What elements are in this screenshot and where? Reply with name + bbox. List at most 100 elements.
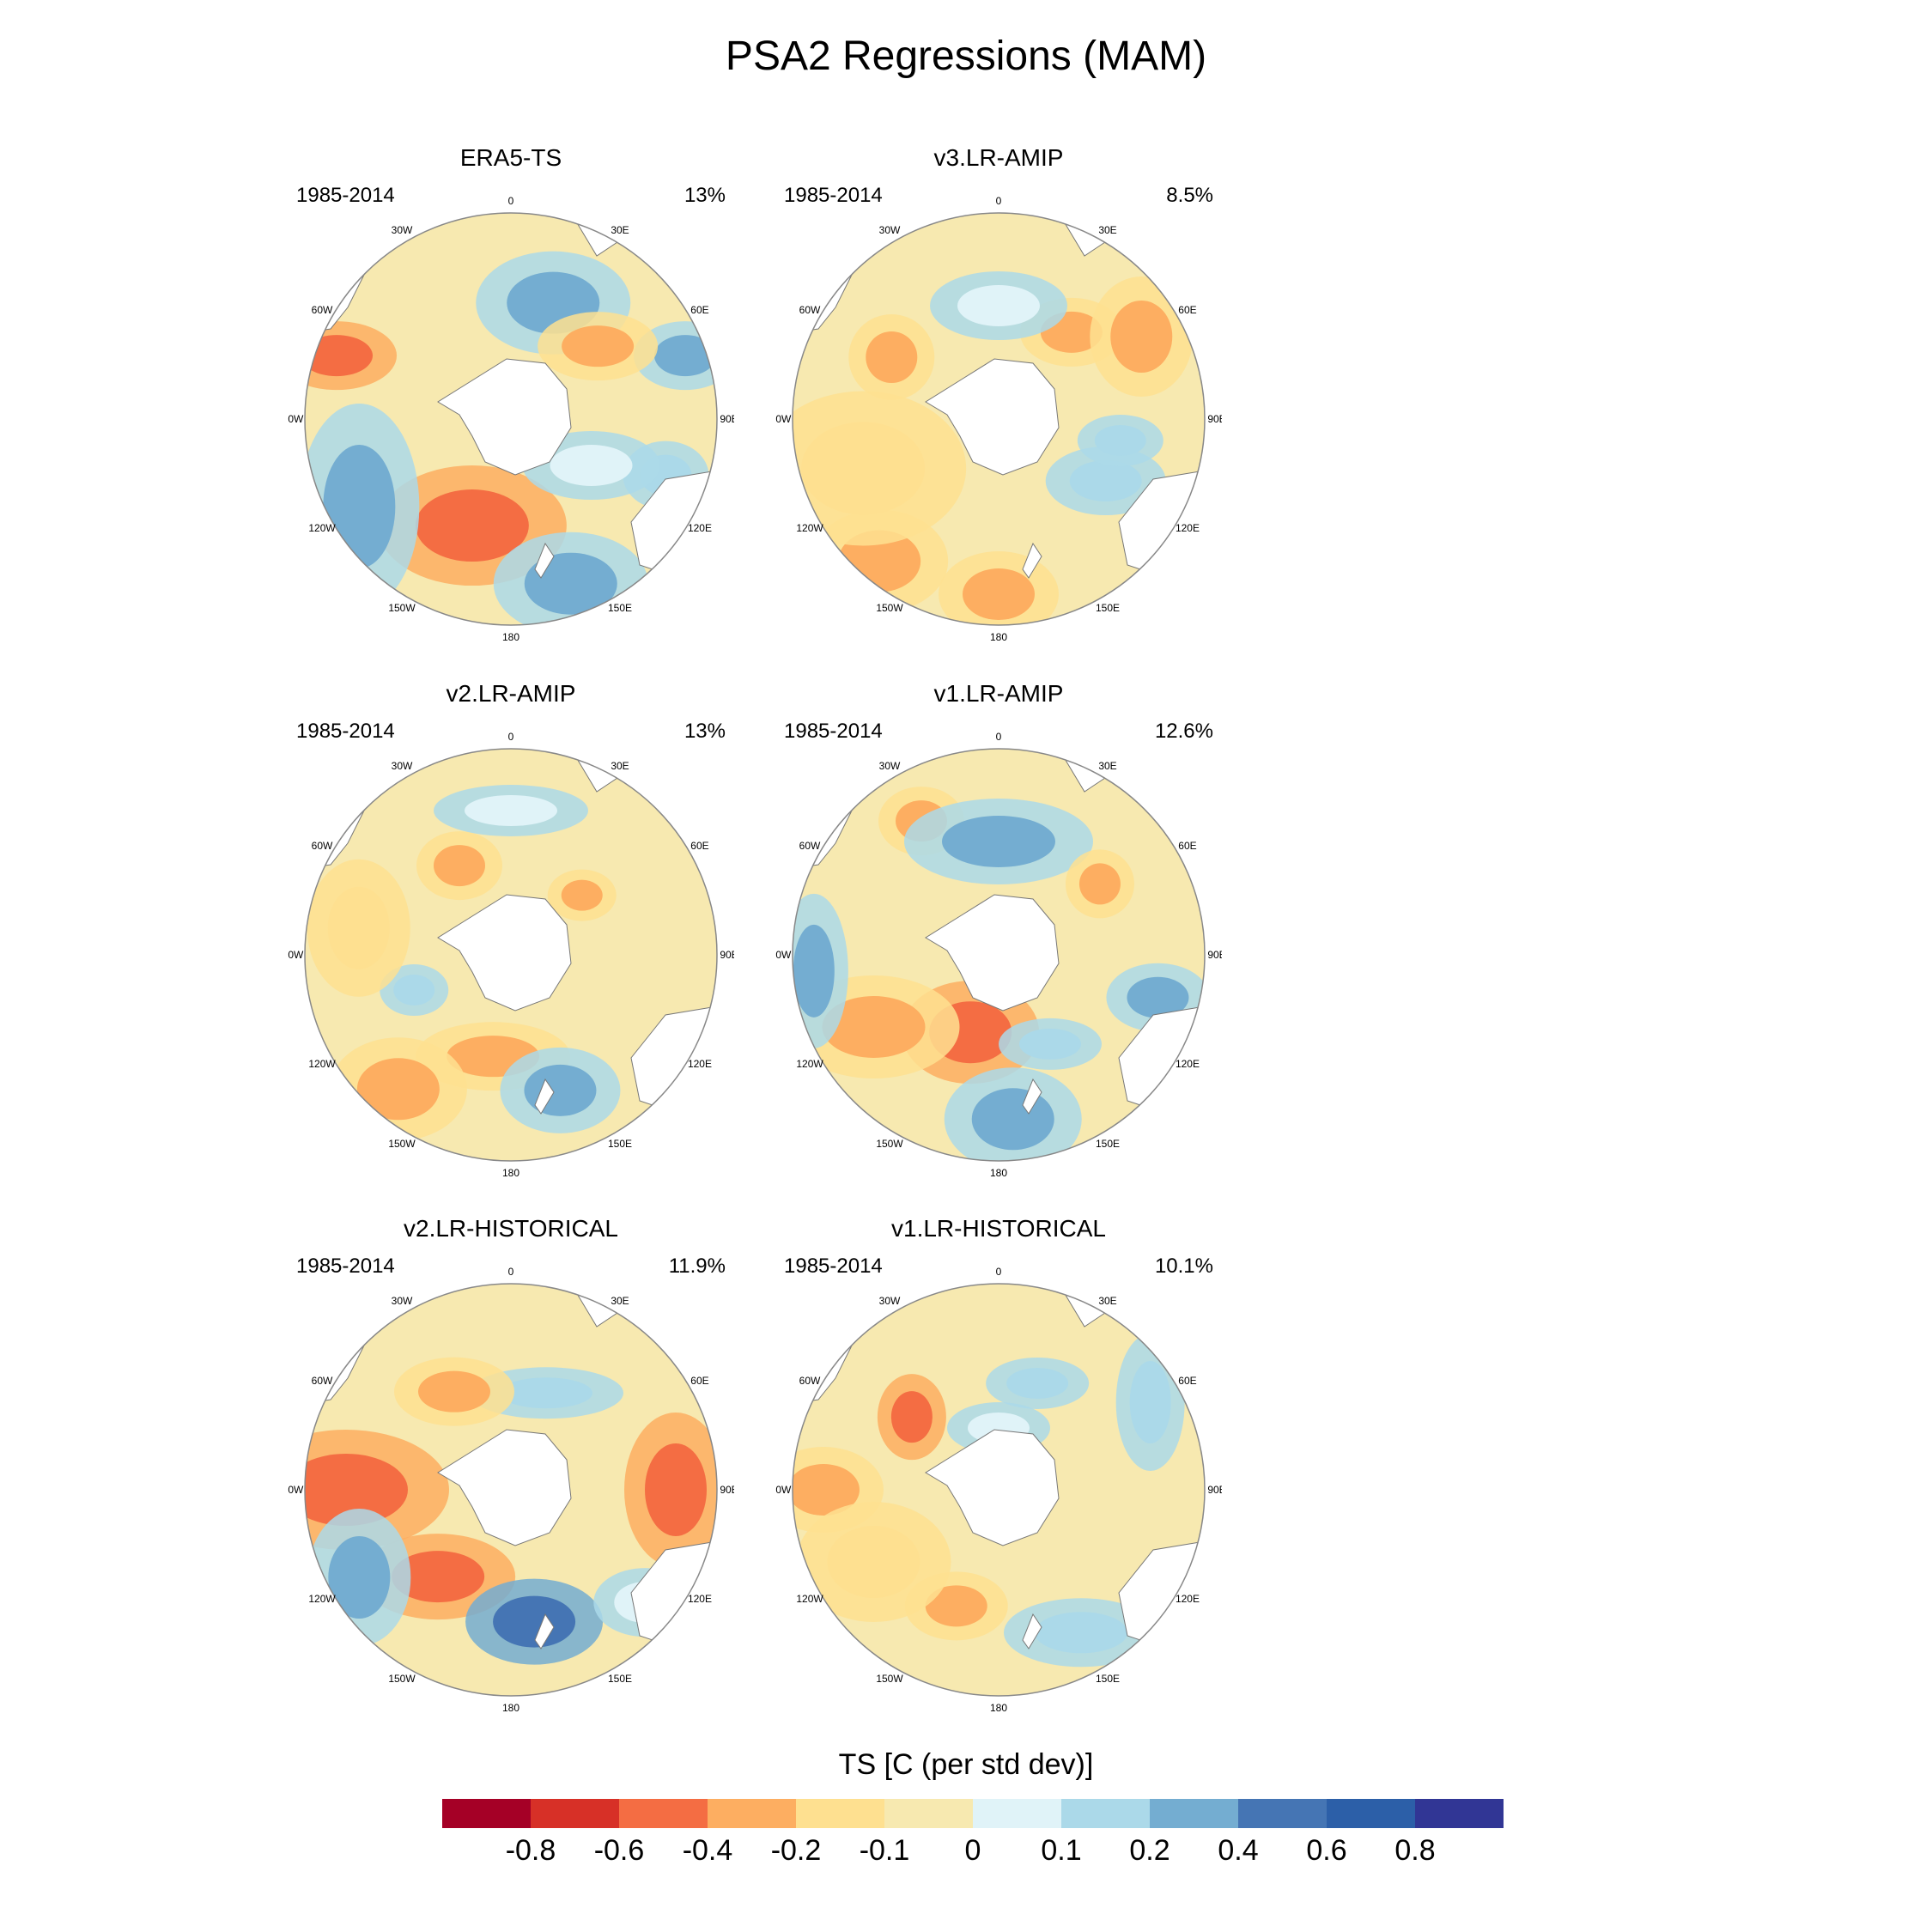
antarctica-land	[437, 1429, 572, 1546]
map-frame	[304, 1283, 718, 1697]
colorbar-swatch	[884, 1799, 973, 1828]
map-panel: v2.LR-HISTORICAL 1985-2014 11.9% 0 30E 60E 90E…	[288, 1215, 734, 1714]
anomaly-region	[1006, 1367, 1069, 1399]
longitude-label: 90E	[720, 949, 734, 961]
anomaly-region	[793, 1464, 860, 1516]
longitude-label: 180	[502, 1167, 519, 1179]
anomaly-region	[1127, 976, 1189, 1018]
map-panel: v1.LR-HISTORICAL 1985-2014 10.1% 0 30E 60E 90E…	[775, 1215, 1222, 1714]
longitude-label: 150E	[1096, 1673, 1120, 1685]
anomaly-region	[305, 1454, 408, 1526]
anomaly-region	[392, 1551, 485, 1603]
colorbar	[442, 1799, 1504, 1828]
longitude-label: 0	[508, 195, 514, 207]
anomaly-region	[942, 816, 1055, 867]
colorbar-swatch	[442, 1799, 531, 1828]
longitude-label: 90W	[775, 1484, 792, 1496]
colorbar-swatch	[1150, 1799, 1238, 1828]
panel-period: 1985-2014	[296, 720, 395, 743]
anomaly-region	[827, 1526, 920, 1598]
anomaly-region	[801, 422, 926, 515]
longitude-label: 30E	[1098, 760, 1116, 772]
longitude-label: 120E	[1176, 1593, 1200, 1605]
anomaly-region	[963, 568, 1035, 620]
new-zealand-land	[1022, 1078, 1042, 1115]
longitude-label: 90W	[775, 413, 792, 425]
panel-period: 1985-2014	[784, 1255, 883, 1278]
longitude-label: 30W	[879, 224, 901, 236]
longitude-label: 90W	[775, 949, 792, 961]
longitude-label: 60W	[799, 840, 821, 852]
colorbar-tick-label: 0.1	[1041, 1834, 1082, 1867]
longitude-label: 0	[996, 1266, 1002, 1278]
longitude-label: 150E	[608, 1673, 632, 1685]
longitude-label: 60W	[312, 840, 333, 852]
longitude-label: 0	[508, 731, 514, 743]
longitude-label: 150W	[388, 1138, 416, 1150]
anomaly-region	[493, 1595, 576, 1648]
panel-title: v1.LR-HISTORICAL	[891, 1215, 1106, 1242]
panel-title: v2.LR-AMIP	[446, 680, 576, 707]
panel-variance-percent: 8.5%	[1166, 184, 1213, 207]
colorbar-swatch	[1415, 1799, 1504, 1828]
new-zealand-land	[1022, 1613, 1042, 1649]
longitude-label: 90W	[288, 949, 304, 961]
antarctica-land	[925, 1429, 1060, 1546]
new-zealand-land	[534, 1613, 555, 1649]
panel-period: 1985-2014	[296, 184, 395, 207]
longitude-label: 180	[990, 1167, 1007, 1179]
longitude-label: 150W	[388, 1673, 416, 1685]
anomaly-region	[562, 325, 635, 368]
colorbar-swatch	[1061, 1799, 1150, 1828]
anomaly-region	[328, 1536, 391, 1619]
longitude-label: 120E	[688, 1593, 712, 1605]
longitude-label: 150E	[1096, 1138, 1120, 1150]
antarctica-land	[437, 894, 572, 1012]
colorbar-tick-label: 0.2	[1129, 1834, 1170, 1867]
colorbar-tick-label: -0.8	[505, 1834, 556, 1867]
colorbar-tick-label: 0	[964, 1834, 981, 1867]
longitude-label: 120W	[308, 1058, 336, 1070]
longitude-label: 30E	[611, 224, 629, 236]
map-panel: v2.LR-AMIP 1985-2014 13% 0 30E 60E 90E 120E 150E…	[288, 680, 734, 1179]
antarctica-land	[925, 894, 1060, 1012]
longitude-label: 180	[502, 1702, 519, 1714]
anomaly-region	[434, 845, 485, 887]
map-frame	[792, 748, 1206, 1162]
anomaly-region	[1069, 460, 1142, 501]
colorbar-swatch	[708, 1799, 796, 1828]
longitude-label: 30W	[392, 760, 413, 772]
longitude-label: 60W	[799, 304, 821, 316]
polar-map: 0 30E 60E 90E 120E 150E 180 150W 120W 90W 60W 30W	[775, 1266, 1222, 1714]
anomaly-region	[393, 975, 435, 1006]
longitude-label: 150E	[608, 1138, 632, 1150]
longitude-label: 90E	[1207, 1484, 1222, 1496]
colorbar-tick-labels: -0.8 -0.6 -0.4 -0.2 -0.1 0 0.1 0.2 0.4 0.6 0.8	[442, 1834, 1504, 1868]
anomaly-region	[957, 285, 1040, 326]
colorbar-tick-label: 0.6	[1306, 1834, 1347, 1867]
longitude-label: 30W	[392, 224, 413, 236]
anomaly-region	[524, 552, 617, 615]
longitude-label: 180	[990, 1702, 1007, 1714]
anomaly-region	[561, 879, 603, 911]
polar-map: 0 30E 60E 90E 120E 150E 180 150W 120W 90W 60W 30W	[775, 195, 1222, 643]
longitude-label: 30W	[392, 1295, 413, 1307]
anomaly-region	[500, 1377, 593, 1409]
longitude-label: 150W	[388, 602, 416, 614]
anomaly-region	[465, 795, 557, 826]
panel-period: 1985-2014	[296, 1255, 395, 1278]
longitude-label: 30E	[1098, 224, 1116, 236]
map-panel: v3.LR-AMIP 1985-2014 8.5% 0 30E 60E 90E 120E 150…	[775, 144, 1222, 643]
longitude-label: 30E	[611, 1295, 629, 1307]
panel-variance-percent: 13%	[683, 720, 726, 743]
colorbar-swatch	[1327, 1799, 1415, 1828]
map-panel: v1.LR-AMIP 1985-2014 12.6% 0 30E 60E 90E 120E 15…	[775, 680, 1222, 1179]
longitude-label: 180	[502, 631, 519, 643]
longitude-label: 90E	[1207, 949, 1222, 961]
colorbar-swatch	[619, 1799, 708, 1828]
longitude-label: 0	[996, 195, 1002, 207]
longitude-label: 60E	[690, 840, 708, 852]
anomaly-region	[1019, 1028, 1081, 1060]
panel-title: ERA5-TS	[459, 144, 562, 171]
anomaly-region	[822, 996, 926, 1058]
